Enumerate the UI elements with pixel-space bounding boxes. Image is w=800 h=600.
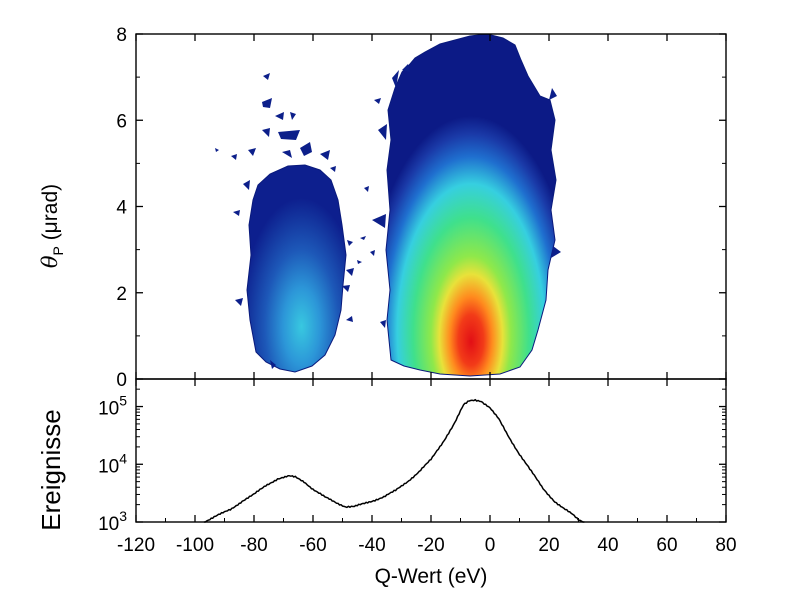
- heatmap-y-tick-label: 6: [116, 111, 127, 132]
- spectrum-y-tick-base: 10: [98, 514, 119, 535]
- heatmap-peak-main: [385, 34, 557, 377]
- heatmap-y-axis-symbol: θ: [38, 255, 62, 268]
- spectrum-y-tick-label: 103: [98, 508, 127, 535]
- heatmap-y-tick-label: 4: [116, 198, 127, 219]
- spectrum-x-tick-label: 80: [715, 535, 736, 556]
- spectrum-x-tick-label: 40: [597, 535, 618, 556]
- spectrum-y-tick-label: 104: [98, 450, 127, 477]
- heatmap-y-axis: 0 2 4 6 8: [116, 25, 726, 391]
- spectrum-x-tick-label: -120: [117, 535, 155, 556]
- spectrum-line: [203, 398, 585, 523]
- spectrum-y-tick-base: 10: [98, 399, 119, 420]
- heatmap-y-tick-label: 2: [116, 284, 127, 305]
- spectrum-x-tick-label: 60: [656, 535, 677, 556]
- spectrum-frame: [135, 378, 727, 523]
- spectrum-y-tick-exp: 5: [119, 393, 127, 409]
- heatmap-x-ticks: [135, 34, 727, 379]
- heatmap-y-axis-title: θP (μrad): [38, 184, 66, 268]
- spectrum-x-tick-label: -40: [358, 535, 385, 556]
- spectrum-y-tick-label: 105: [98, 393, 127, 420]
- heatmap-y-axis-subscript: P: [50, 246, 66, 255]
- spectrum-x-tick-label: -20: [417, 535, 444, 556]
- spectrum-x-tick-label: -80: [240, 535, 267, 556]
- heatmap-plot-area: [215, 34, 561, 377]
- spectrum-x-tick-label: 20: [538, 535, 559, 556]
- spectrum-y-tick-exp: 3: [119, 508, 127, 524]
- heatmap-y-axis-unit: (μrad): [39, 184, 62, 246]
- spectrum-x-axis: -120 -100 -80 -60 -40 -20 0 20 40 60 80: [117, 379, 737, 556]
- heatmap-panel: 0 2 4 6 8 θP (μrad): [38, 25, 727, 391]
- spectrum-x-tick-label: 0: [485, 535, 496, 556]
- spectrum-y-axis-title: Ereignisse: [36, 409, 66, 530]
- heatmap-y-tick-label: 8: [116, 25, 127, 46]
- spectrum-y-tick-base: 10: [98, 456, 119, 477]
- spectrum-y-tick-exp: 4: [119, 450, 127, 466]
- spectrum-x-tick-label: -100: [176, 535, 214, 556]
- heatmap-y-tick-label: 0: [116, 370, 127, 391]
- spectrum-x-axis-title: Q-Wert (eV): [375, 565, 488, 588]
- spectrum-x-tick-label: -60: [299, 535, 326, 556]
- heatmap-peak-side: [246, 164, 347, 373]
